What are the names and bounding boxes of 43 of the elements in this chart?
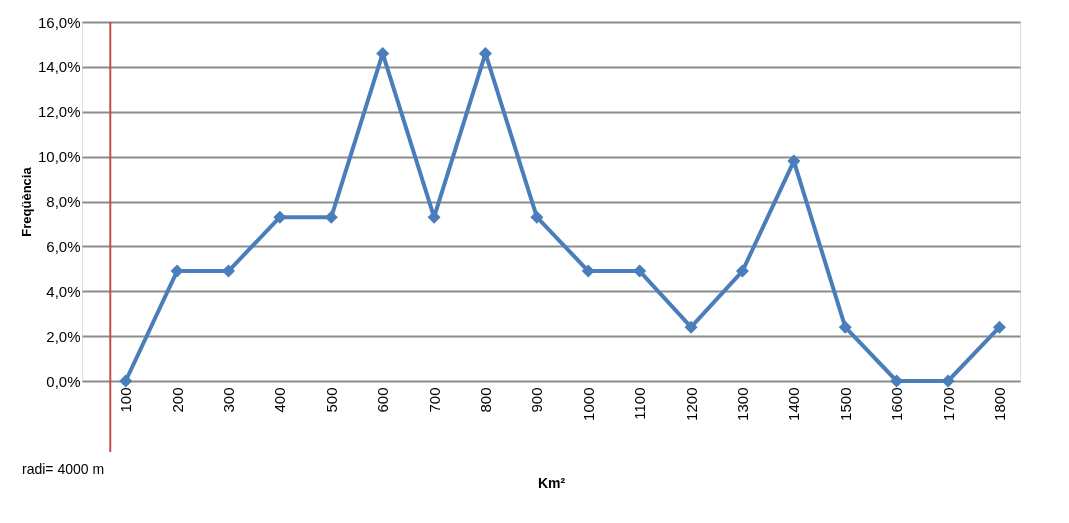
x-axis-title: Km² (537, 474, 566, 491)
text: radi= 4000 m (22, 461, 105, 477)
y-tick-label: 4,0% (46, 282, 81, 300)
point (735, 264, 749, 278)
x-tick-label: 1200 (682, 387, 700, 421)
point (787, 154, 801, 168)
x-tick-label: 700 (425, 387, 443, 413)
x-tick-label: 200 (168, 387, 186, 413)
y-tick-label: 14,0% (37, 58, 81, 76)
y-tick-label: 6,0% (46, 237, 81, 255)
x-tick-label: 1600 (888, 387, 906, 421)
y-tick-label: 2,0% (46, 327, 81, 345)
x-tick-label: 1700 (939, 387, 957, 421)
x-tick-label: 1000 (579, 387, 597, 421)
point (838, 320, 852, 334)
point (170, 264, 184, 278)
x-tick-label: 600 (374, 387, 392, 413)
point (684, 320, 698, 334)
x-tick-label: 100 (117, 387, 135, 413)
point (324, 210, 338, 224)
point (530, 210, 544, 224)
y-tick-label: 8,0% (46, 193, 81, 210)
point (633, 264, 647, 278)
x-tick-label: 300 (219, 387, 237, 413)
y-tick-label: 0,0% (46, 372, 81, 390)
x-tick-label: 1100 (631, 387, 649, 420)
point (992, 320, 1006, 334)
x-tick-label: 1500 (836, 387, 854, 421)
x-tick-label: 400 (271, 387, 289, 413)
x-tick-label: 900 (528, 387, 546, 413)
x-tick-label: 800 (476, 387, 494, 413)
x-tick-label: 500 (322, 387, 340, 413)
y-axis-title: Freqüència (18, 166, 34, 237)
point (581, 264, 595, 278)
point (119, 374, 133, 388)
y-tick-label: 10,0% (37, 148, 81, 166)
x-tick-label: 1800 (990, 387, 1008, 421)
x-tick-label: 1400 (785, 387, 803, 421)
y-tick-label: 12,0% (37, 103, 81, 121)
x-tick-label: 1300 (733, 387, 751, 421)
y-tick-label: 16,0% (37, 13, 81, 31)
point (273, 210, 287, 224)
point (941, 374, 955, 388)
